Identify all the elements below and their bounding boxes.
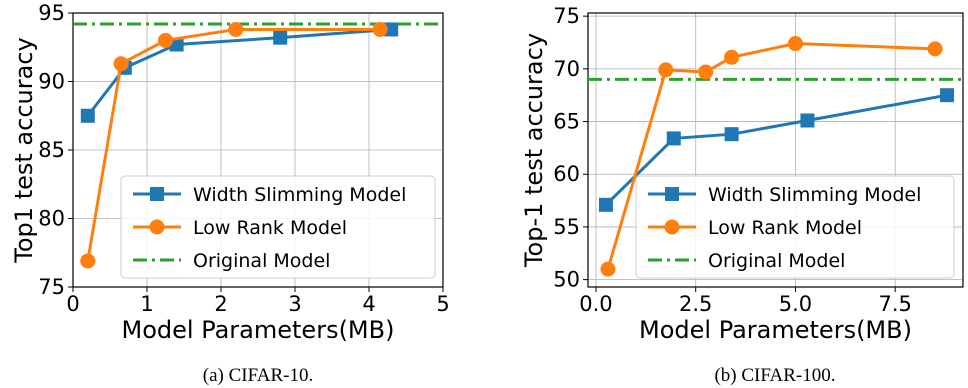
legend-label: Original Model [708,250,845,272]
x-axis-label: Model Parameters(MB) [122,316,395,344]
legend-marker-square [665,187,679,201]
legend: Width Slimming Model Low Rank Model Origin… [120,175,436,279]
legend-label: Width Slimming Model [708,184,921,206]
y-axis-label: Top-1 test accuracy [520,33,548,268]
y-tick-label: 90 [38,70,65,94]
data-point-circle [228,21,244,37]
legend-marker-circle [149,219,165,235]
legend-label: Original Model [193,250,330,272]
data-point-square [940,88,955,103]
data-point-circle [158,32,173,48]
y-tick-label: 75 [38,275,65,299]
y-axis-label: Top1 test accuracy [10,37,38,263]
data-point-circle [787,36,803,52]
data-point-square [80,108,95,123]
series-width-slimming [80,22,399,123]
y-tick-label: 95 [38,1,65,25]
data-point-square [273,30,288,45]
series-line [86,27,392,117]
data-point-square [666,131,681,146]
chart-cifar100: 0.0 2.5 5.0 7.5 50 55 60 65 70 75 Model Parameters… [520,4,964,386]
legend-marker-square [150,187,164,201]
x-tick-label: 5.0 [779,292,812,316]
data-point-circle [698,64,714,80]
y-tick-label: 85 [38,138,65,162]
data-point-circle [927,41,943,57]
x-tick-label: 3 [288,292,301,316]
legend-box [635,175,955,279]
data-point-square [384,22,399,37]
data-point-square [598,197,613,212]
y-tick-label: 55 [553,215,580,239]
y-tick-label: 75 [553,4,580,28]
figure-caption: (b) CIFAR-100. [714,365,835,386]
legend: Width Slimming Model Low Rank Model Origin… [635,175,955,279]
legend-marker-circle [664,219,680,235]
series-low-rank [80,21,388,269]
x-tick-label: 0 [66,292,79,316]
legend-label: Low Rank Model [193,217,347,239]
series-low-rank [600,36,943,277]
x-tick-label: 2.5 [679,292,712,316]
legend-label: Width Slimming Model [193,184,406,206]
x-tick-label: 4 [362,292,375,316]
legend-label: Low Rank Model [708,217,862,239]
data-point-square [169,37,184,52]
figure-caption: (a) CIFAR-10. [203,365,313,386]
x-axis-label: Model Parameters(MB) [639,316,912,344]
chart-cifar10: 0 1 2 3 4 5 75 80 85 90 95 Model Parameters(MB) Top1… [10,1,450,386]
data-point-square [724,127,739,142]
x-tick-label: 5 [436,292,449,316]
legend-box [120,175,436,279]
x-tick-label: 2 [214,292,227,316]
data-point-circle [658,62,674,78]
data-point-circle [600,261,616,277]
data-point-square [800,113,815,128]
y-tick-label: 70 [553,57,580,81]
data-point-circle [113,56,129,72]
y-tick-label: 50 [553,268,580,292]
series-line [606,42,936,270]
x-tick-label: 0.0 [579,292,612,316]
data-point-circle [372,21,388,37]
y-tick-label: 65 [553,110,580,134]
series-width-slimming [598,88,955,212]
data-point-circle [724,49,740,65]
plot-frame [587,12,964,288]
data-point-circle [80,253,96,269]
y-tick-label: 80 [38,207,65,231]
x-tick-label: 7.5 [878,292,911,316]
y-tick-label: 60 [553,162,580,186]
x-tick-label: 1 [140,292,153,316]
